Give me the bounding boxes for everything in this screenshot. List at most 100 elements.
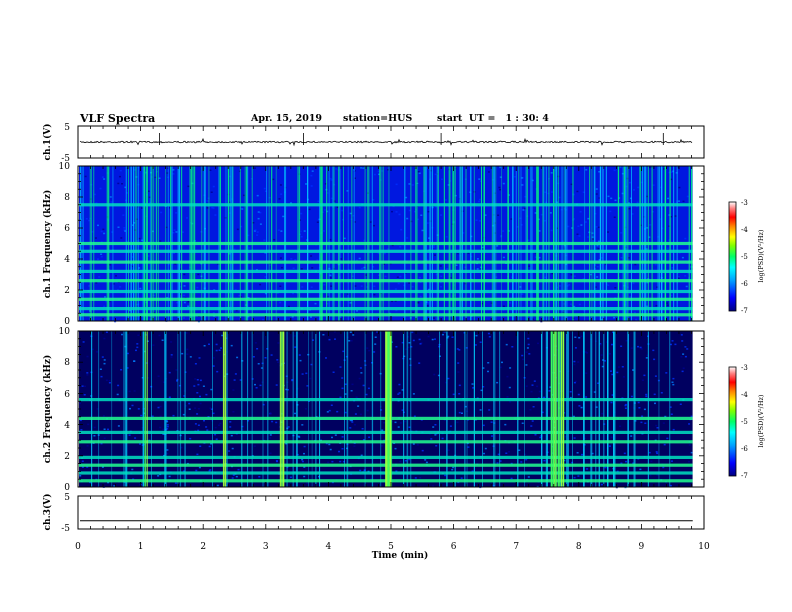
sferic-line [591, 331, 593, 487]
sferic-line [607, 331, 609, 487]
sferic-line [247, 331, 249, 487]
sferic-line [590, 331, 592, 487]
ch1-colorbar-label: log(PSD)(V²/Hz) [757, 229, 765, 282]
burst-line [388, 331, 390, 487]
sferic-line [177, 331, 179, 487]
ch2-cbar-tick-m4: -4 [741, 391, 748, 399]
sferic-line [603, 331, 605, 487]
start-time-label: start UT = 1 : 30: 4 [437, 113, 549, 124]
sferic-line [403, 331, 405, 487]
chart-title: VLF Spectra [80, 112, 156, 125]
time-axis-ticks [77, 126, 705, 529]
sferic-line [184, 331, 186, 487]
ch1-waveform-trace [79, 133, 693, 147]
sferic-line [142, 331, 144, 487]
burst-line [554, 331, 557, 487]
frequency-band [79, 279, 693, 283]
sferic-line [566, 331, 568, 487]
ch1-spectrogram-panel: 0 2 4 6 8 10 ch.1 Frequency (kHz) -3 -4 … [42, 162, 765, 327]
sferic-line [125, 331, 128, 487]
ch2-spectrogram-panel: 0 2 4 6 8 10 ch.2 Frequency (kHz) -3 -4 … [42, 327, 765, 493]
date-label: Apr. 15, 2019 [251, 113, 323, 124]
ch1-cbar-tick-m5: -5 [741, 253, 748, 261]
sferic-line [267, 331, 269, 487]
ch1-freq-tick-0: 0 [64, 317, 70, 327]
sferic-line [319, 331, 321, 487]
ch2-cbar-tick-m6: -6 [741, 445, 748, 453]
sferic-line [567, 331, 569, 487]
burst-line [385, 331, 387, 487]
ch1-colorbar [728, 201, 737, 312]
ch2-freq-tick-4: 4 [64, 421, 70, 431]
sferic-line [311, 331, 313, 487]
frequency-band [79, 307, 693, 311]
ch1-cbar-tick-m7: -7 [741, 307, 748, 315]
sferic-line [380, 331, 382, 487]
time-tick-6: 6 [451, 542, 457, 552]
ch2-cbar-tick-m3: -3 [741, 364, 748, 372]
sferic-line [499, 331, 501, 487]
ch1-freq-tick-10: 10 [59, 162, 71, 172]
frequency-band [79, 313, 693, 317]
sferic-line [296, 331, 298, 487]
sferic-line [494, 331, 496, 487]
burst-line [144, 331, 146, 487]
ch2-freq-tick-2: 2 [64, 452, 70, 462]
sferic-line [344, 331, 345, 487]
ch1-waveform-panel: 5 -5 ch.1(V) [42, 123, 705, 164]
burst-line [387, 331, 389, 487]
burst-line [560, 331, 563, 487]
sferic-line [598, 331, 600, 487]
time-axis: 0 1 2 3 4 5 6 7 8 9 10 Time (min) [75, 542, 710, 561]
sferic-line [493, 331, 495, 487]
sferic-line [647, 331, 649, 487]
sferic-line [583, 331, 585, 487]
burst-line [390, 331, 393, 487]
sferic-line [226, 331, 228, 487]
frequency-band [79, 297, 693, 301]
ch1-freq-tick-6: 6 [64, 224, 70, 234]
sferic-line [212, 331, 213, 487]
burst-line [386, 331, 388, 487]
burst-line [279, 331, 281, 487]
sferic-line [292, 331, 294, 487]
frequency-band [79, 260, 693, 264]
ch1-ytick-top: 5 [64, 123, 70, 133]
sferic-line [614, 331, 616, 487]
sferic-line [165, 331, 167, 487]
frequency-band [79, 241, 693, 246]
sferic-line [545, 331, 548, 487]
sferic-line [446, 331, 448, 487]
sferic-line [482, 331, 483, 487]
burst-line [389, 331, 391, 487]
sferic-line [634, 331, 636, 487]
burst-line [281, 331, 283, 487]
burst-line [225, 331, 227, 487]
time-tick-1: 1 [138, 542, 144, 552]
burst-line [146, 331, 148, 487]
frequency-band [79, 289, 693, 294]
sferic-line [308, 331, 309, 487]
time-tick-4: 4 [326, 542, 332, 552]
ch1-waveform-ylabel: ch.1(V) [42, 124, 53, 161]
burst-line [552, 331, 555, 487]
ch1-freq-tick-2: 2 [64, 286, 70, 296]
sferic-line [627, 331, 629, 487]
sferic-line [473, 331, 475, 487]
time-tick-7: 7 [513, 542, 519, 552]
sferic-line [517, 331, 519, 487]
ch2-spectrogram-ylabel: ch.2 Frequency (kHz) [42, 355, 53, 464]
ch1-cbar-tick-m6: -6 [741, 280, 748, 288]
ch1-ytick-bottom: -5 [61, 154, 70, 164]
ch1-freq-tick-4: 4 [64, 255, 70, 265]
sferic-line [98, 331, 100, 487]
burst-line [557, 331, 559, 487]
sferic-line [111, 331, 113, 487]
sferic-line [464, 331, 466, 487]
sferic-line [454, 331, 456, 487]
time-tick-8: 8 [576, 542, 582, 552]
sferic-line [123, 331, 125, 487]
sferic-line [669, 331, 671, 487]
sferic-line [524, 331, 525, 487]
